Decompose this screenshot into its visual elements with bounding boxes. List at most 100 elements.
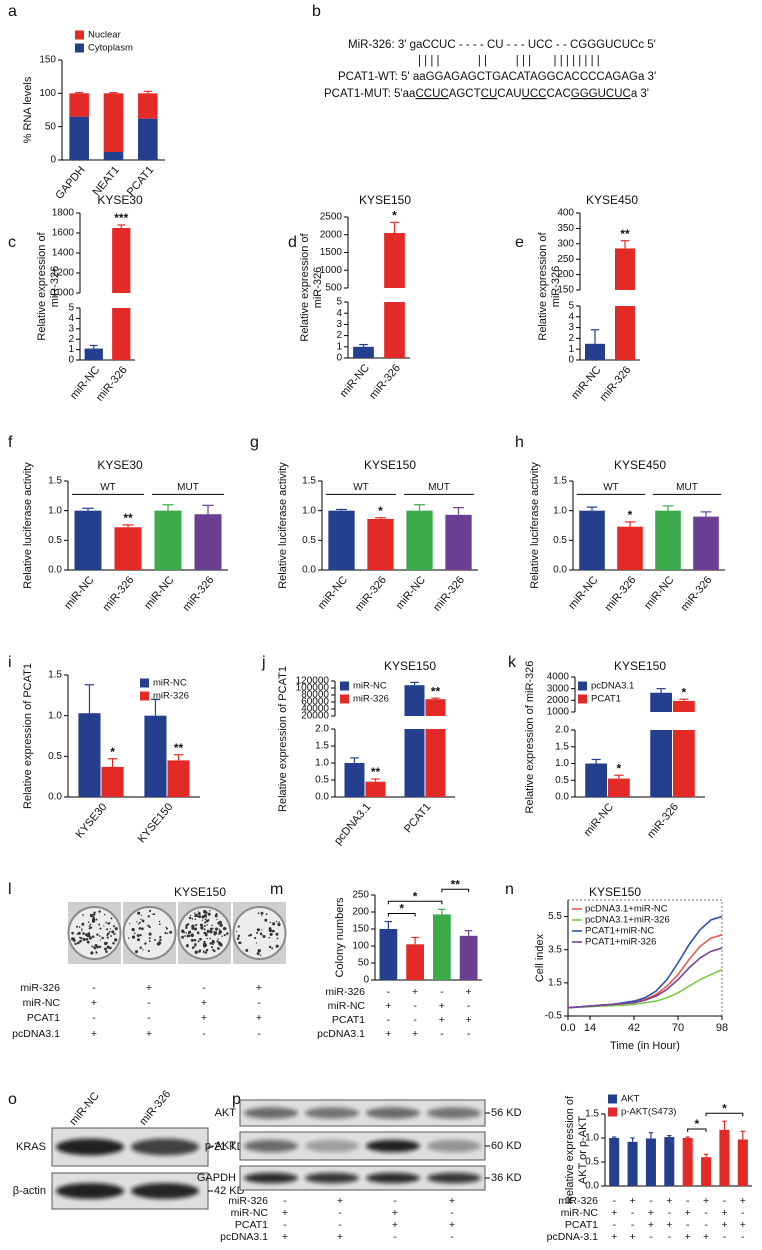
x-tick-label: PCAT1 — [402, 801, 433, 835]
chart-title: KYSE30 — [97, 193, 143, 207]
colony — [191, 918, 194, 920]
legend-label: AKT — [621, 1094, 640, 1105]
colony — [191, 946, 195, 949]
line-series — [567, 947, 723, 1009]
colony — [77, 931, 81, 935]
colony — [139, 933, 142, 937]
bar — [112, 228, 131, 293]
condition-mark: - — [631, 1207, 635, 1219]
bar — [585, 343, 605, 360]
colony — [165, 927, 168, 930]
band-size: 36 KD — [491, 1172, 522, 1184]
y-tick-label: 1.5 — [555, 741, 569, 752]
band — [305, 1107, 359, 1119]
colony — [135, 950, 139, 954]
bar — [459, 935, 478, 980]
y-tick-label: 3 — [568, 322, 574, 333]
colony — [81, 928, 83, 930]
colony — [262, 935, 266, 939]
y-axis-label: Relative luciferase activity — [277, 462, 289, 589]
sequence-part: AGCT — [449, 88, 481, 100]
colony — [103, 925, 105, 927]
significance: * — [617, 761, 622, 775]
bracket-label: ** — [451, 877, 461, 891]
colony — [96, 933, 99, 936]
colony — [198, 915, 202, 919]
colony — [220, 944, 223, 947]
condition-name: miR-NC — [23, 997, 61, 1009]
x-tick-label: miR-326 — [367, 362, 403, 402]
colony — [204, 933, 208, 937]
colony — [147, 915, 150, 918]
legend-label: PCAT1+miR-326 — [585, 937, 656, 948]
bar — [344, 763, 365, 797]
y-tick-label: 1 — [68, 344, 74, 355]
colony — [113, 932, 116, 936]
condition-mark: + — [91, 997, 97, 1009]
colony — [257, 949, 261, 953]
condition-mark: - — [338, 1207, 342, 1219]
bar — [112, 308, 131, 360]
colony — [148, 926, 151, 929]
y-tick-label: 1 — [568, 344, 574, 355]
colony — [159, 935, 162, 939]
colony — [148, 932, 152, 936]
colony — [211, 941, 214, 944]
colony — [90, 951, 94, 955]
significance: * — [628, 508, 633, 522]
colony — [214, 914, 218, 918]
colony — [203, 940, 206, 943]
bar — [627, 1141, 638, 1186]
colony — [186, 934, 190, 938]
legend-label: pcDNA3.1+miR-NC — [585, 904, 668, 915]
y-tick-label: 100 — [39, 88, 56, 99]
condition-mark: - — [147, 1012, 151, 1024]
colony — [255, 942, 258, 944]
colony — [203, 924, 206, 927]
y-tick-label: 0.5 — [585, 1157, 599, 1168]
colony — [213, 930, 215, 933]
colony — [206, 937, 208, 940]
colony — [201, 919, 204, 921]
condition-mark: + — [337, 1195, 343, 1207]
condition-name: PCAT1 — [27, 1012, 60, 1024]
dish — [232, 906, 287, 960]
condition-mark: - — [686, 1219, 690, 1231]
sequence-part: CAU — [497, 88, 521, 100]
condition-mark: - — [257, 997, 261, 1009]
colony — [82, 938, 86, 941]
y-tick-label: 50 — [358, 958, 370, 969]
colony — [109, 946, 112, 950]
y-tick-label: 2000 — [320, 229, 343, 240]
band-name: p-AKT — [205, 1140, 236, 1152]
y-tick-label: 1.5 — [553, 476, 567, 487]
condition-mark: - — [723, 1231, 727, 1243]
y-axis-label: Colony numbers — [334, 897, 346, 978]
condition-mark: - — [741, 1207, 745, 1219]
y-tick-label: 0.0 — [302, 565, 316, 576]
legend-label: Cytoplasm — [88, 43, 133, 54]
x-tick-label: miR-NC — [142, 574, 176, 612]
lane-label: miR-326 — [137, 1088, 173, 1128]
colony — [276, 937, 279, 940]
colony — [86, 933, 91, 937]
y-tick-label: 4000 — [547, 672, 570, 683]
legend-label: PCAT1+miR-NC — [585, 926, 654, 937]
group-label: MUT — [676, 482, 698, 493]
y-axis-label: Relative expression of miR-326 — [524, 661, 536, 814]
bar — [579, 510, 605, 570]
bar — [425, 729, 446, 797]
colony — [181, 935, 184, 939]
colony — [257, 912, 260, 915]
chart-title: KYSE30 — [97, 458, 143, 472]
colony — [112, 925, 115, 928]
condition-mark: + — [466, 1014, 472, 1026]
colony — [205, 919, 209, 923]
chart-title: KYSE150 — [364, 458, 416, 472]
colony — [194, 913, 198, 917]
legend-swatch — [578, 681, 587, 691]
legend-swatch — [75, 30, 84, 40]
colony — [217, 938, 219, 940]
condition-mark: + — [611, 1207, 617, 1219]
bracket — [705, 1112, 744, 1117]
